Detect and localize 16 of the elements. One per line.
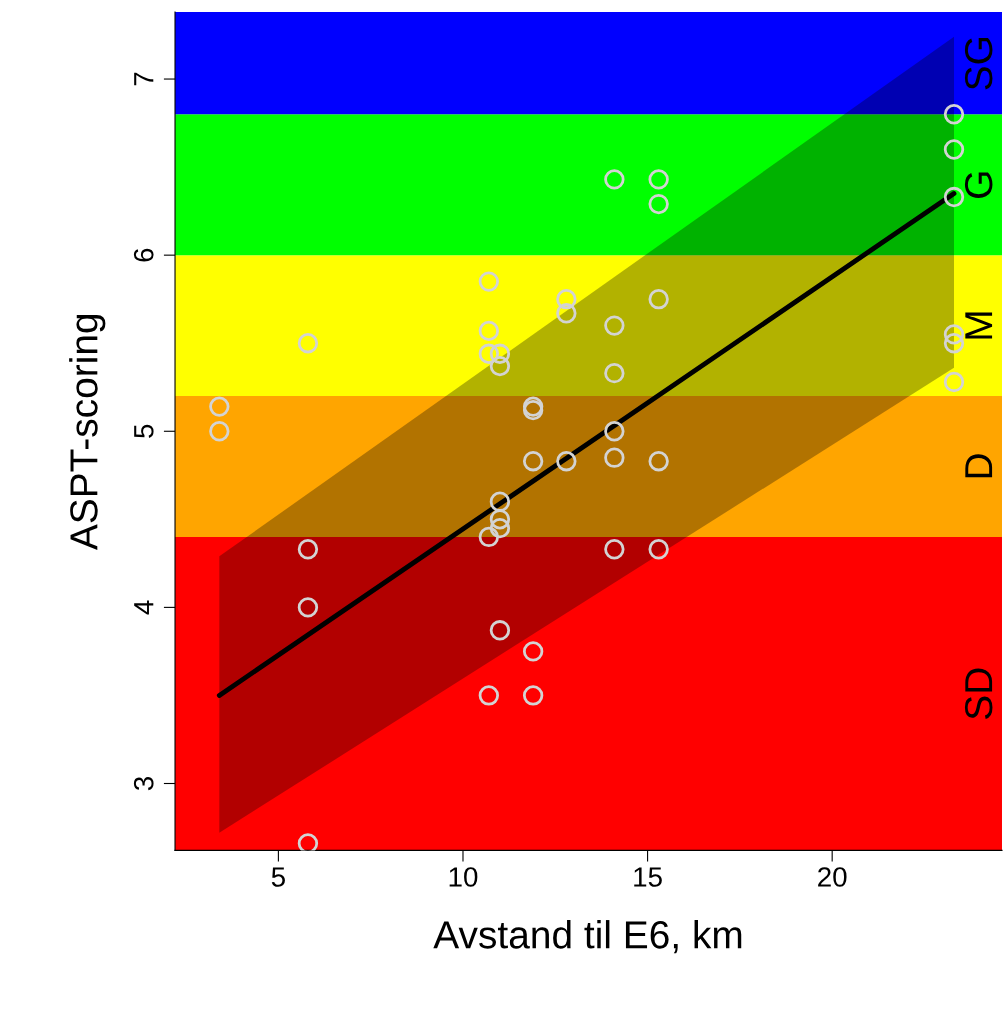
y-tick-label: 4 xyxy=(134,600,154,615)
band-label: M xyxy=(965,312,993,339)
y-tick-label: 3 xyxy=(133,776,154,791)
band-label: D xyxy=(965,454,993,478)
band-label: G xyxy=(964,172,993,198)
x-tick-label: 10 xyxy=(449,867,478,887)
y-tick-label: 5 xyxy=(134,424,154,438)
y-tick-label: 7 xyxy=(134,72,154,86)
x-axis-title: Avstand til E6, km xyxy=(433,920,742,954)
x-tick-label: 20 xyxy=(818,867,847,887)
y-axis-title: ASPT-scoring xyxy=(69,314,106,551)
band-label: SD xyxy=(964,668,993,719)
band-label: SG xyxy=(964,38,993,90)
x-tick-label: 5 xyxy=(271,867,285,887)
y-tick-label: 6 xyxy=(133,248,154,262)
x-tick-label: 15 xyxy=(634,867,662,887)
